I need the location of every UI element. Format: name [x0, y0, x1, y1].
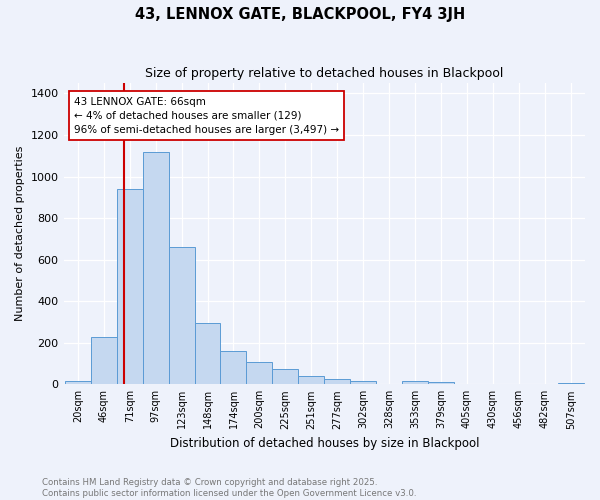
Bar — [143, 152, 169, 384]
Bar — [220, 351, 247, 384]
Bar — [324, 379, 350, 384]
Bar — [169, 247, 194, 384]
Y-axis label: Number of detached properties: Number of detached properties — [15, 146, 25, 322]
Bar — [91, 337, 117, 384]
Bar — [247, 362, 272, 384]
Bar — [117, 189, 143, 384]
Text: 43, LENNOX GATE, BLACKPOOL, FY4 3JH: 43, LENNOX GATE, BLACKPOOL, FY4 3JH — [135, 8, 465, 22]
Bar — [402, 380, 428, 384]
Text: 43 LENNOX GATE: 66sqm
← 4% of detached houses are smaller (129)
96% of semi-deta: 43 LENNOX GATE: 66sqm ← 4% of detached h… — [74, 96, 339, 134]
Bar — [558, 382, 584, 384]
Bar — [272, 370, 298, 384]
Text: Contains HM Land Registry data © Crown copyright and database right 2025.
Contai: Contains HM Land Registry data © Crown c… — [42, 478, 416, 498]
Bar — [428, 382, 454, 384]
Title: Size of property relative to detached houses in Blackpool: Size of property relative to detached ho… — [145, 68, 503, 80]
Bar — [65, 381, 91, 384]
X-axis label: Distribution of detached houses by size in Blackpool: Distribution of detached houses by size … — [170, 437, 479, 450]
Bar — [350, 380, 376, 384]
Bar — [194, 323, 220, 384]
Bar — [298, 376, 324, 384]
